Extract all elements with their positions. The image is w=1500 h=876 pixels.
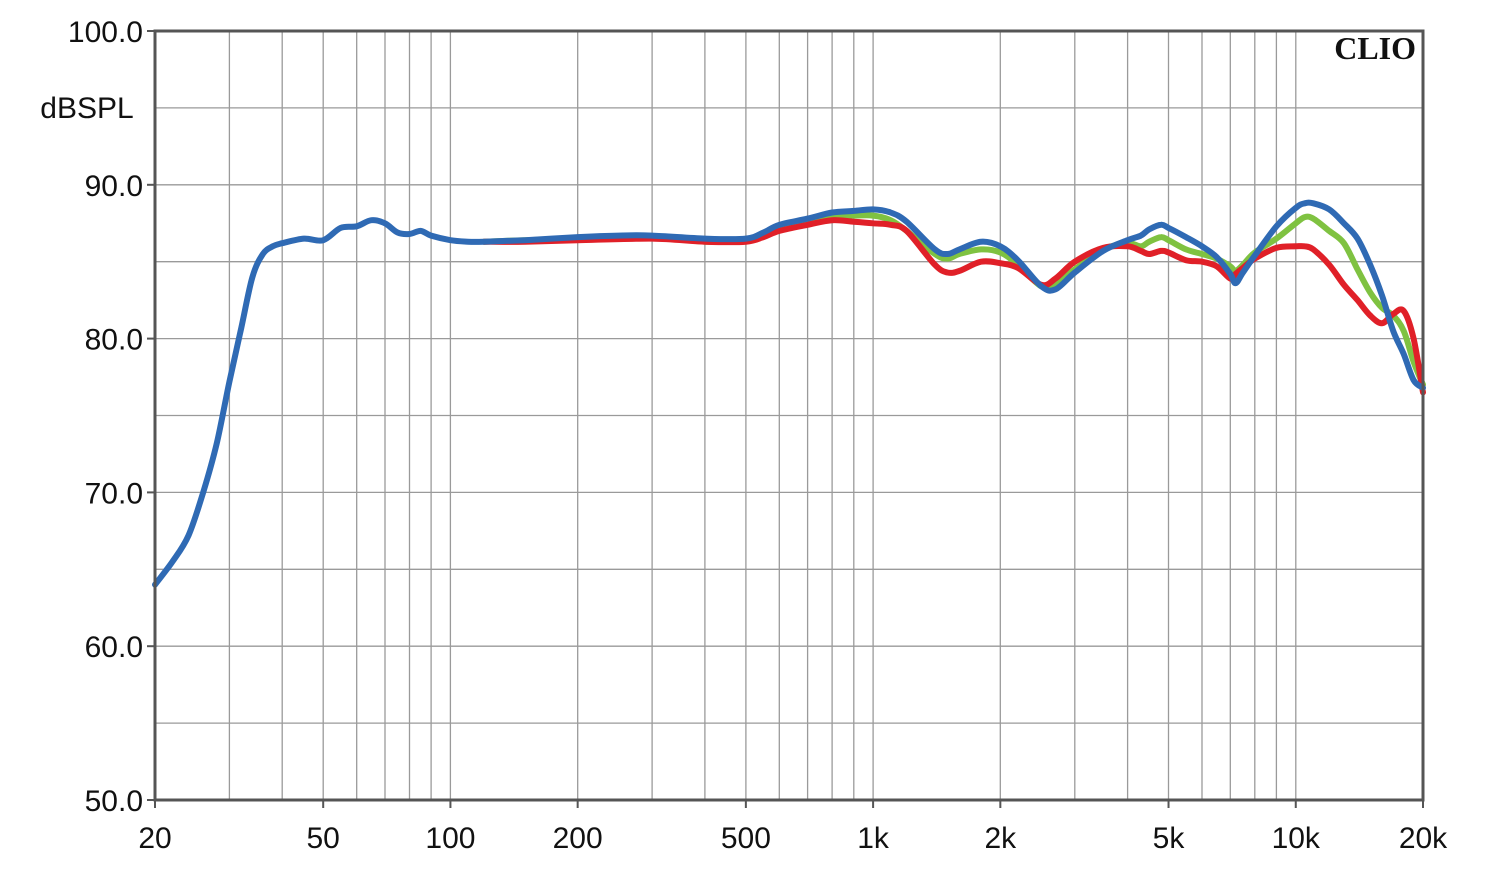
y-tick-label: 90.0 (85, 170, 143, 203)
y-tick-label: 60.0 (85, 631, 143, 664)
response-curve-red (480, 217, 1426, 396)
y-tick-label: 50.0 (85, 785, 143, 818)
x-tick-label: 5k (1153, 822, 1186, 855)
x-axis-tick-labels: 20 50 100 200 500 1k 2k 5k 10k 20k (138, 800, 1448, 855)
x-tick-label: 50 (307, 822, 340, 855)
x-tick-label: 10k (1272, 822, 1321, 855)
x-tick-label: 200 (553, 822, 603, 855)
clio-watermark: CLIO (1334, 30, 1416, 66)
x-tick-label: 1k (857, 822, 890, 855)
y-axis-label: dBSPL (40, 92, 133, 125)
x-tick-label: 100 (425, 822, 475, 855)
response-curves (152, 199, 1426, 588)
y-tick-label: 70.0 (85, 477, 143, 510)
x-tick-label: 2k (984, 822, 1017, 855)
grid-lines (155, 31, 1423, 800)
x-tick-label: 20 (138, 822, 171, 855)
y-axis-tick-labels: 50.0 60.0 70.0 80.0 90.0 100.0 (68, 16, 155, 818)
x-tick-label: 20k (1399, 822, 1448, 855)
plot-frame (153, 29, 1425, 802)
y-tick-label: 100.0 (68, 16, 143, 49)
response-curve-blue (152, 199, 1426, 588)
y-tick-label: 80.0 (85, 324, 143, 357)
x-tick-label: 500 (721, 822, 771, 855)
